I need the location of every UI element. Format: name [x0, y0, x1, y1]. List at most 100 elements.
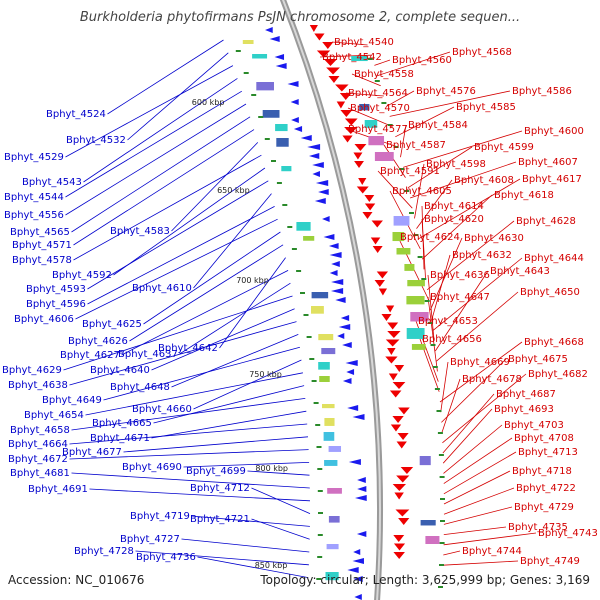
- forward-gene-arrow[interactable]: [396, 441, 407, 449]
- annotation-block[interactable]: [326, 544, 339, 550]
- annotation-block[interactable]: [392, 232, 405, 242]
- forward-gene-label[interactable]: Bphyt_4735: [508, 522, 568, 533]
- reverse-gene-label[interactable]: Bphyt_4649: [42, 395, 102, 406]
- forward-gene-arrow[interactable]: [316, 50, 331, 58]
- reverse-gene-label[interactable]: Bphyt_4532: [66, 135, 126, 146]
- forward-gene-label[interactable]: Bphyt_4608: [454, 175, 514, 186]
- annotation-block[interactable]: [351, 56, 368, 62]
- forward-gene-label[interactable]: Bphyt_4656: [422, 334, 482, 345]
- reverse-gene-label[interactable]: Bphyt_4593: [26, 284, 86, 295]
- forward-gene-arrow[interactable]: [394, 365, 405, 372]
- reverse-gene-label[interactable]: Bphyt_4727: [120, 534, 180, 545]
- forward-gene-label[interactable]: Bphyt_4585: [456, 102, 516, 113]
- forward-gene-arrow[interactable]: [398, 518, 410, 525]
- annotation-block[interactable]: [252, 54, 268, 59]
- forward-gene-arrow[interactable]: [397, 433, 409, 440]
- forward-gene-label[interactable]: Bphyt_4749: [520, 556, 580, 567]
- forward-gene-label[interactable]: Bphyt_4617: [522, 174, 582, 185]
- forward-gene-label[interactable]: Bphyt_4584: [408, 120, 468, 131]
- forward-gene-label[interactable]: Bphyt_4558: [354, 69, 414, 80]
- reverse-gene-arrow[interactable]: [293, 126, 303, 132]
- reverse-gene-arrow[interactable]: [353, 576, 363, 582]
- forward-gene-label[interactable]: Bphyt_4729: [514, 502, 574, 513]
- reverse-gene-arrow[interactable]: [291, 117, 299, 123]
- annotation-block[interactable]: [374, 152, 394, 161]
- reverse-gene-arrow[interactable]: [347, 405, 359, 411]
- forward-gene-arrow[interactable]: [364, 195, 375, 202]
- forward-gene-arrow[interactable]: [344, 127, 358, 134]
- forward-gene-arrow[interactable]: [364, 203, 376, 211]
- forward-gene-label[interactable]: Bphyt_4708: [514, 433, 574, 444]
- forward-gene-label[interactable]: Bphyt_4668: [524, 337, 584, 348]
- reverse-gene-label[interactable]: Bphyt_4671: [90, 433, 150, 444]
- forward-gene-arrow[interactable]: [386, 305, 395, 313]
- forward-gene-arrow[interactable]: [328, 76, 340, 83]
- forward-gene-label[interactable]: Bphyt_4577: [348, 124, 408, 135]
- forward-gene-arrow[interactable]: [335, 84, 349, 92]
- reverse-gene-label[interactable]: Bphyt_4642: [158, 343, 218, 354]
- forward-gene-label[interactable]: Bphyt_4647: [430, 292, 490, 303]
- forward-gene-arrow[interactable]: [322, 42, 334, 49]
- forward-gene-arrow[interactable]: [371, 220, 383, 228]
- forward-gene-arrow[interactable]: [336, 101, 346, 109]
- reverse-gene-arrow[interactable]: [328, 243, 339, 249]
- forward-gene-label[interactable]: Bphyt_4618: [494, 190, 554, 201]
- annotation-block[interactable]: [242, 40, 254, 45]
- reverse-gene-arrow[interactable]: [352, 558, 364, 564]
- reverse-gene-arrow[interactable]: [346, 369, 355, 375]
- annotation-block[interactable]: [276, 138, 289, 147]
- forward-gene-arrow[interactable]: [394, 492, 404, 500]
- reverse-gene-arrow[interactable]: [290, 99, 299, 105]
- reverse-gene-arrow[interactable]: [354, 495, 367, 501]
- reverse-gene-arrow[interactable]: [318, 189, 329, 195]
- forward-gene-label[interactable]: Bphyt_4628: [516, 216, 576, 227]
- reverse-gene-arrow[interactable]: [357, 477, 366, 483]
- reverse-gene-label[interactable]: Bphyt_4728: [74, 546, 134, 557]
- forward-gene-arrow[interactable]: [393, 552, 405, 559]
- reverse-gene-arrow[interactable]: [275, 63, 287, 69]
- forward-gene-label[interactable]: Bphyt_4693: [494, 404, 554, 415]
- annotation-block[interactable]: [407, 280, 425, 287]
- forward-gene-label[interactable]: Bphyt_4586: [512, 86, 572, 97]
- forward-gene-label[interactable]: Bphyt_4675: [508, 354, 568, 365]
- reverse-gene-label[interactable]: Bphyt_4719: [130, 511, 190, 522]
- annotation-block[interactable]: [311, 292, 329, 299]
- reverse-gene-arrow[interactable]: [348, 459, 361, 465]
- forward-gene-label[interactable]: Bphyt_4576: [416, 86, 476, 97]
- forward-gene-label[interactable]: Bphyt_4650: [520, 287, 580, 298]
- forward-gene-label[interactable]: Bphyt_4636: [430, 270, 490, 281]
- reverse-gene-label[interactable]: Bphyt_4578: [12, 255, 72, 266]
- annotation-block[interactable]: [318, 362, 330, 370]
- reverse-gene-label[interactable]: Bphyt_4629: [2, 365, 62, 376]
- forward-gene-arrow[interactable]: [390, 424, 402, 432]
- forward-gene-label[interactable]: Bphyt_4620: [424, 214, 484, 225]
- forward-gene-label[interactable]: Bphyt_4682: [528, 369, 588, 380]
- annotation-block[interactable]: [364, 120, 378, 128]
- reverse-gene-arrow[interactable]: [300, 135, 312, 141]
- forward-gene-label[interactable]: Bphyt_4614: [424, 201, 484, 212]
- reverse-gene-label[interactable]: Bphyt_4721: [190, 514, 250, 525]
- forward-gene-arrow[interactable]: [354, 144, 367, 151]
- forward-gene-arrow[interactable]: [387, 322, 399, 330]
- reverse-gene-arrow[interactable]: [329, 270, 338, 276]
- reverse-gene-label[interactable]: Bphyt_4565: [10, 227, 70, 238]
- reverse-gene-label[interactable]: Bphyt_4699: [186, 466, 246, 477]
- annotation-block[interactable]: [275, 124, 288, 132]
- reverse-gene-arrow[interactable]: [330, 288, 344, 294]
- reverse-gene-label[interactable]: Bphyt_4638: [8, 380, 68, 391]
- forward-gene-arrow[interactable]: [392, 382, 406, 389]
- reverse-gene-label[interactable]: Bphyt_4677: [62, 447, 122, 458]
- reverse-gene-arrow[interactable]: [340, 315, 350, 321]
- forward-gene-arrow[interactable]: [314, 33, 325, 41]
- forward-gene-arrow[interactable]: [340, 110, 353, 117]
- forward-gene-label[interactable]: Bphyt_4564: [348, 88, 408, 99]
- forward-gene-arrow[interactable]: [353, 152, 363, 160]
- annotation-block[interactable]: [318, 334, 334, 341]
- annotation-block[interactable]: [368, 136, 385, 146]
- reverse-gene-label[interactable]: Bphyt_4543: [22, 177, 82, 188]
- reverse-gene-arrow[interactable]: [347, 567, 359, 573]
- annotation-block[interactable]: [359, 104, 370, 111]
- reverse-gene-arrow[interactable]: [335, 297, 346, 303]
- reverse-gene-label[interactable]: Bphyt_4544: [4, 192, 64, 203]
- reverse-gene-arrow[interactable]: [342, 378, 352, 384]
